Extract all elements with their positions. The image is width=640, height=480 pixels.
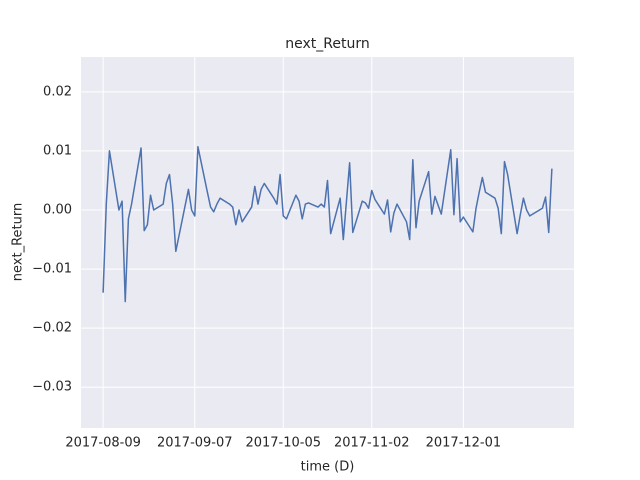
y-tick-label: 0.01 [43, 143, 72, 158]
y-tick-label: −0.03 [32, 380, 72, 395]
y-tick-label: −0.02 [32, 321, 72, 336]
x-tick-label: 2017-11-02 [334, 436, 410, 451]
x-tick-label: 2017-12-01 [426, 436, 502, 451]
chart-title: next_Return [285, 36, 369, 52]
plot-area [81, 57, 574, 428]
y-tick-label: 0.02 [43, 84, 72, 99]
y-tick-label: −0.01 [32, 262, 72, 277]
x-axis-label: time (D) [301, 460, 355, 475]
y-tick-label: 0.00 [43, 203, 72, 218]
x-tick-label: 2017-10-05 [245, 436, 321, 451]
line-series [102, 146, 553, 303]
y-axis-label: next_Return [11, 203, 26, 281]
x-tick-label: 2017-08-09 [65, 436, 141, 451]
x-tick-label: 2017-09-07 [157, 436, 233, 451]
